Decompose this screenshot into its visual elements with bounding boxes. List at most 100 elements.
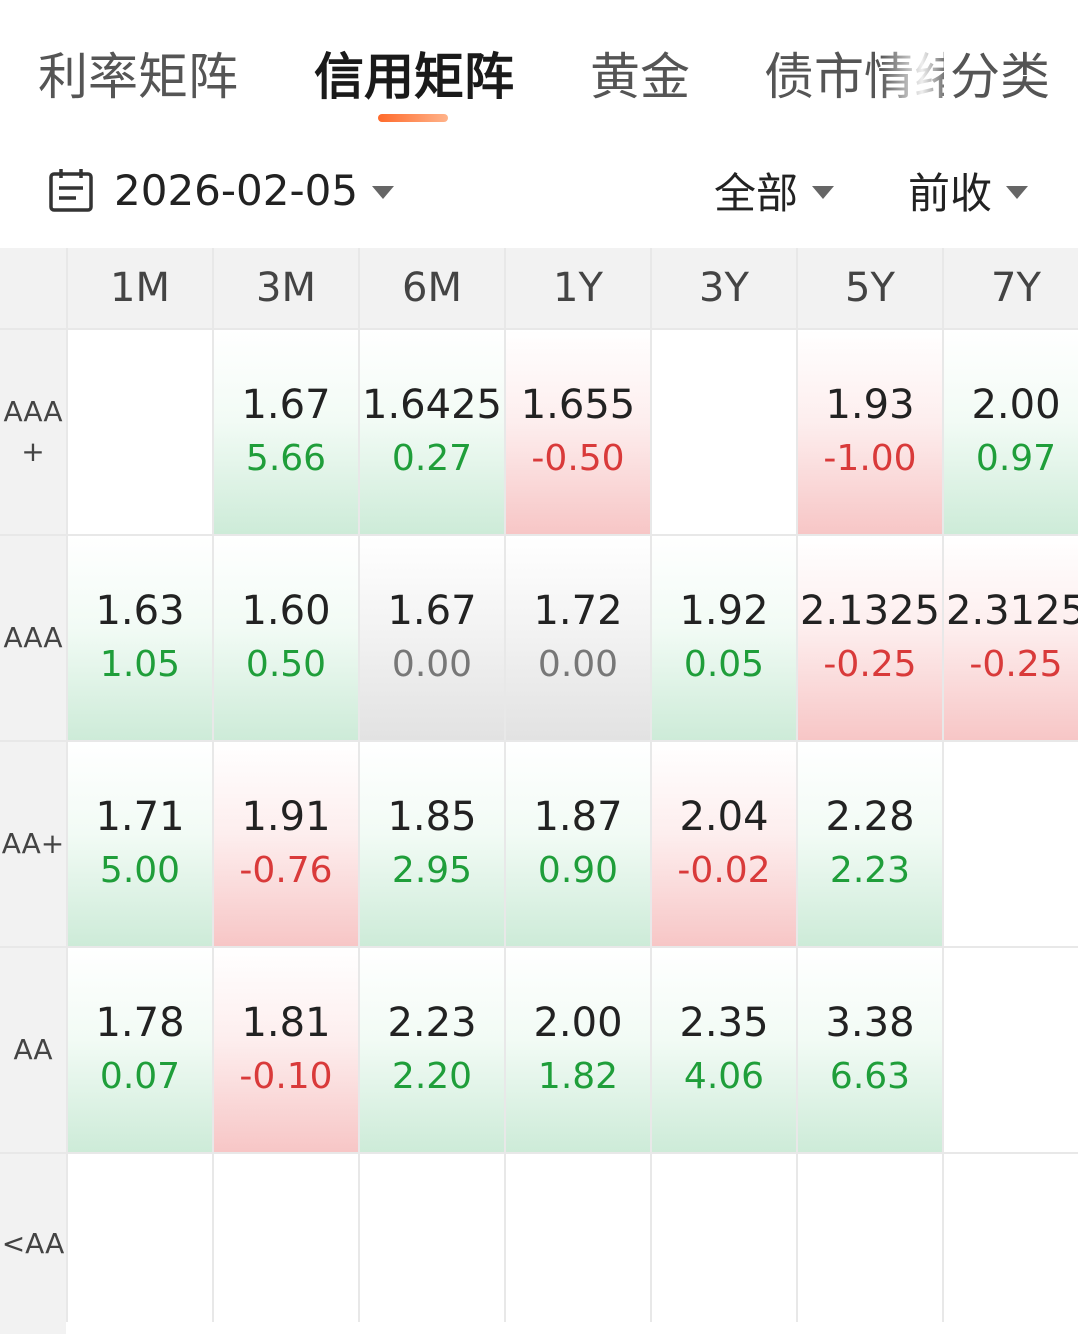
cell-yield: 1.67 xyxy=(241,382,331,428)
cell-change: 2.95 xyxy=(391,850,473,891)
matrix-cell xyxy=(68,1154,212,1334)
matrix-cell[interactable]: 2.23 2.20 xyxy=(360,948,504,1152)
cell-change: -0.76 xyxy=(239,850,333,891)
chevron-down-icon xyxy=(372,185,395,199)
matrix-cell[interactable]: 1.87 0.90 xyxy=(506,742,650,946)
row-label: AAA xyxy=(0,536,66,740)
corner-header xyxy=(0,248,66,328)
matrix-cell xyxy=(360,1154,504,1334)
cell-yield: 1.92 xyxy=(679,588,769,634)
matrix-cell[interactable]: 1.93 -1.00 xyxy=(798,330,942,534)
matrix-cell xyxy=(944,742,1078,946)
cell-yield: 1.85 xyxy=(387,794,477,840)
cell-yield: 1.63 xyxy=(95,588,185,634)
matrix-cell xyxy=(652,330,796,534)
tab-bond-sentiment[interactable]: 债市情绪 xyxy=(764,48,964,106)
cell-yield: 1.87 xyxy=(533,794,623,840)
matrix-cell xyxy=(944,948,1078,1152)
cell-yield: 1.78 xyxy=(95,1000,185,1046)
row-label: <AA xyxy=(0,1154,66,1334)
matrix-cell xyxy=(506,1154,650,1334)
matrix-cell[interactable]: 1.78 0.07 xyxy=(68,948,212,1152)
matrix-cell[interactable]: 1.655 -0.50 xyxy=(506,330,650,534)
date-picker[interactable]: 2026-02-05 xyxy=(48,160,395,220)
tab-bar: 利率矩阵 信用矩阵 黄金 债市情绪 分类 xyxy=(0,0,1078,135)
cell-yield: 1.91 xyxy=(241,794,331,840)
matrix-cell[interactable]: 1.67 5.66 xyxy=(214,330,358,534)
cell-yield: 2.23 xyxy=(387,1000,477,1046)
matrix-cell xyxy=(652,1154,796,1334)
calendar-icon xyxy=(49,169,93,212)
cell-change: 0.27 xyxy=(391,438,473,479)
scope-dropdown[interactable]: 全部 xyxy=(714,160,835,220)
column-header-7y: 7Y xyxy=(944,248,1078,328)
column-header-3y: 3Y xyxy=(652,248,796,328)
cell-yield: 1.72 xyxy=(533,588,623,634)
cell-yield: 1.71 xyxy=(95,794,185,840)
cell-yield: 1.67 xyxy=(387,588,477,634)
cell-change: 5.66 xyxy=(245,438,327,479)
cell-yield: 2.04 xyxy=(679,794,769,840)
matrix-cell[interactable]: 2.04 -0.02 xyxy=(652,742,796,946)
cell-change: -1.00 xyxy=(823,438,917,479)
cell-change: 0.97 xyxy=(975,438,1057,479)
tab-gold[interactable]: 黄金 xyxy=(590,48,690,106)
column-header-3m: 3M xyxy=(214,248,358,328)
matrix-cell[interactable]: 1.67 0.00 xyxy=(360,536,504,740)
matrix-cell[interactable]: 2.1325 -0.25 xyxy=(798,536,942,740)
compare-label: 前收 xyxy=(908,168,993,218)
cell-change: 0.00 xyxy=(537,644,619,685)
cell-yield: 2.1325 xyxy=(800,588,940,634)
column-header-6m: 6M xyxy=(360,248,504,328)
cell-yield: 1.6425 xyxy=(362,382,502,428)
active-tab-indicator xyxy=(378,114,448,122)
cell-yield: 1.60 xyxy=(241,588,331,634)
cell-change: 0.90 xyxy=(537,850,619,891)
cell-change: -0.25 xyxy=(969,644,1063,685)
matrix-cell[interactable]: 1.60 0.50 xyxy=(214,536,358,740)
matrix-cell[interactable]: 2.35 4.06 xyxy=(652,948,796,1152)
tab-rate-matrix[interactable]: 利率矩阵 xyxy=(38,48,238,106)
cell-change: -0.25 xyxy=(823,644,917,685)
matrix-cell[interactable]: 2.00 1.82 xyxy=(506,948,650,1152)
matrix-cell[interactable]: 1.92 0.05 xyxy=(652,536,796,740)
matrix-cell[interactable]: 1.81 -0.10 xyxy=(214,948,358,1152)
matrix-cell[interactable]: 2.00 0.97 xyxy=(944,330,1078,534)
matrix-cell[interactable]: 1.72 0.00 xyxy=(506,536,650,740)
cell-change: 5.00 xyxy=(99,850,181,891)
cell-yield: 2.35 xyxy=(679,1000,769,1046)
matrix-cell[interactable]: 3.38 6.63 xyxy=(798,948,942,1152)
matrix-cell[interactable]: 1.6425 0.27 xyxy=(360,330,504,534)
cell-yield: 2.00 xyxy=(533,1000,623,1046)
cell-yield: 2.28 xyxy=(825,794,915,840)
matrix-cell[interactable]: 1.63 1.05 xyxy=(68,536,212,740)
cell-yield: 3.38 xyxy=(825,1000,915,1046)
matrix-cell[interactable]: 2.3125 -0.25 xyxy=(944,536,1078,740)
cell-change: 0.05 xyxy=(683,644,765,685)
cell-change: 2.23 xyxy=(829,850,911,891)
column-header-1m: 1M xyxy=(68,248,212,328)
cell-change: -0.10 xyxy=(239,1056,333,1097)
cell-change: 1.05 xyxy=(99,644,181,685)
matrix-cell xyxy=(798,1154,942,1334)
selected-date: 2026-02-05 xyxy=(114,165,359,215)
cell-change: 0.50 xyxy=(245,644,327,685)
matrix-cell[interactable]: 1.85 2.95 xyxy=(360,742,504,946)
compare-dropdown[interactable]: 前收 xyxy=(908,160,1029,220)
cell-change: 6.63 xyxy=(829,1056,911,1097)
cell-change: 1.82 xyxy=(537,1056,619,1097)
matrix-cell[interactable]: 1.71 5.00 xyxy=(68,742,212,946)
cell-change: -0.02 xyxy=(677,850,771,891)
cell-change: 4.06 xyxy=(683,1056,765,1097)
credit-matrix-table: 1M 3M 6M 1Y 3Y 5Y 7Y AAA + 1.67 5.66 1.6425… xyxy=(0,248,1078,1334)
column-header-1y: 1Y xyxy=(506,248,650,328)
cell-change: -0.50 xyxy=(531,438,625,479)
tab-credit-matrix[interactable]: 信用矩阵 xyxy=(314,48,514,106)
scope-label: 全部 xyxy=(714,168,799,218)
column-header-5y: 5Y xyxy=(798,248,942,328)
cell-change: 0.07 xyxy=(99,1056,181,1097)
matrix-cell[interactable]: 2.28 2.23 xyxy=(798,742,942,946)
matrix-cell[interactable]: 1.91 -0.76 xyxy=(214,742,358,946)
tab-category[interactable]: 分类 xyxy=(944,42,1050,112)
matrix-cell xyxy=(68,330,212,534)
